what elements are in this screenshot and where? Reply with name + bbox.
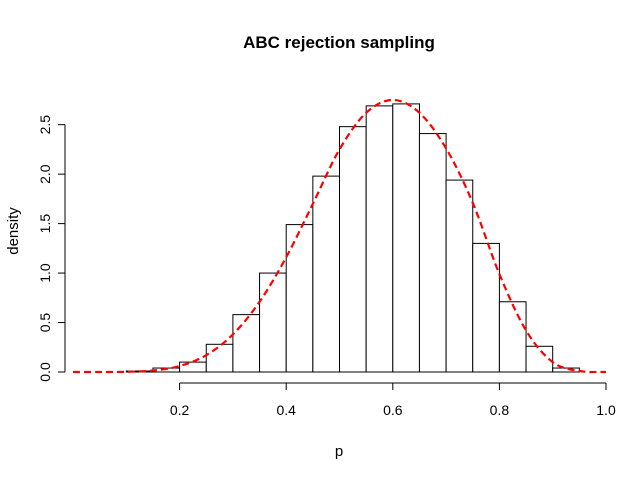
histogram-bar-2 (179, 361, 207, 373)
x-tick-label: 0.2 (170, 402, 190, 418)
chart-title: ABC rejection sampling (243, 33, 435, 52)
histogram-bar-6 (285, 224, 314, 373)
density-curve (72, 98, 607, 374)
y-tick-label: 0.5 (37, 313, 53, 333)
histogram-bars (125, 103, 580, 373)
histogram-bar-3 (205, 343, 234, 373)
x-tick-label: 1.0 (596, 402, 616, 418)
histogram-bar-5 (259, 272, 287, 373)
x-tick-label: 0.4 (276, 402, 296, 418)
histogram-bar-10 (392, 103, 420, 373)
y-tick-label: 0.0 (37, 362, 53, 382)
histogram-bar-8 (339, 126, 367, 373)
density-curve-layer (72, 98, 607, 374)
y-axis-label: density (5, 207, 22, 255)
x-tick-label: 0.8 (490, 402, 510, 418)
histogram-bar-11 (418, 133, 447, 373)
histogram-bar-12 (445, 179, 474, 373)
histogram-bar-7 (312, 175, 341, 373)
histogram-bar-14 (498, 301, 527, 373)
y-tick-label: 2.5 (37, 115, 53, 135)
y-tick-label: 1.0 (37, 263, 53, 283)
y-tick-label: 1.5 (37, 214, 53, 234)
x-tick-label: 0.6 (383, 402, 403, 418)
histogram-bar-16 (552, 367, 580, 373)
x-axis: 0.2 0.4 0.6 0.8 1.0 (170, 382, 616, 418)
histogram-bar-13 (472, 242, 500, 373)
x-axis-label: p (335, 443, 343, 460)
histogram-bar-4 (232, 314, 261, 373)
y-axis: 0.0 0.5 1.0 1.5 2.0 2.5 (37, 115, 66, 382)
histogram-bar-9 (365, 105, 394, 373)
histogram-bar-15 (525, 345, 554, 373)
y-tick-label: 2.0 (37, 164, 53, 184)
